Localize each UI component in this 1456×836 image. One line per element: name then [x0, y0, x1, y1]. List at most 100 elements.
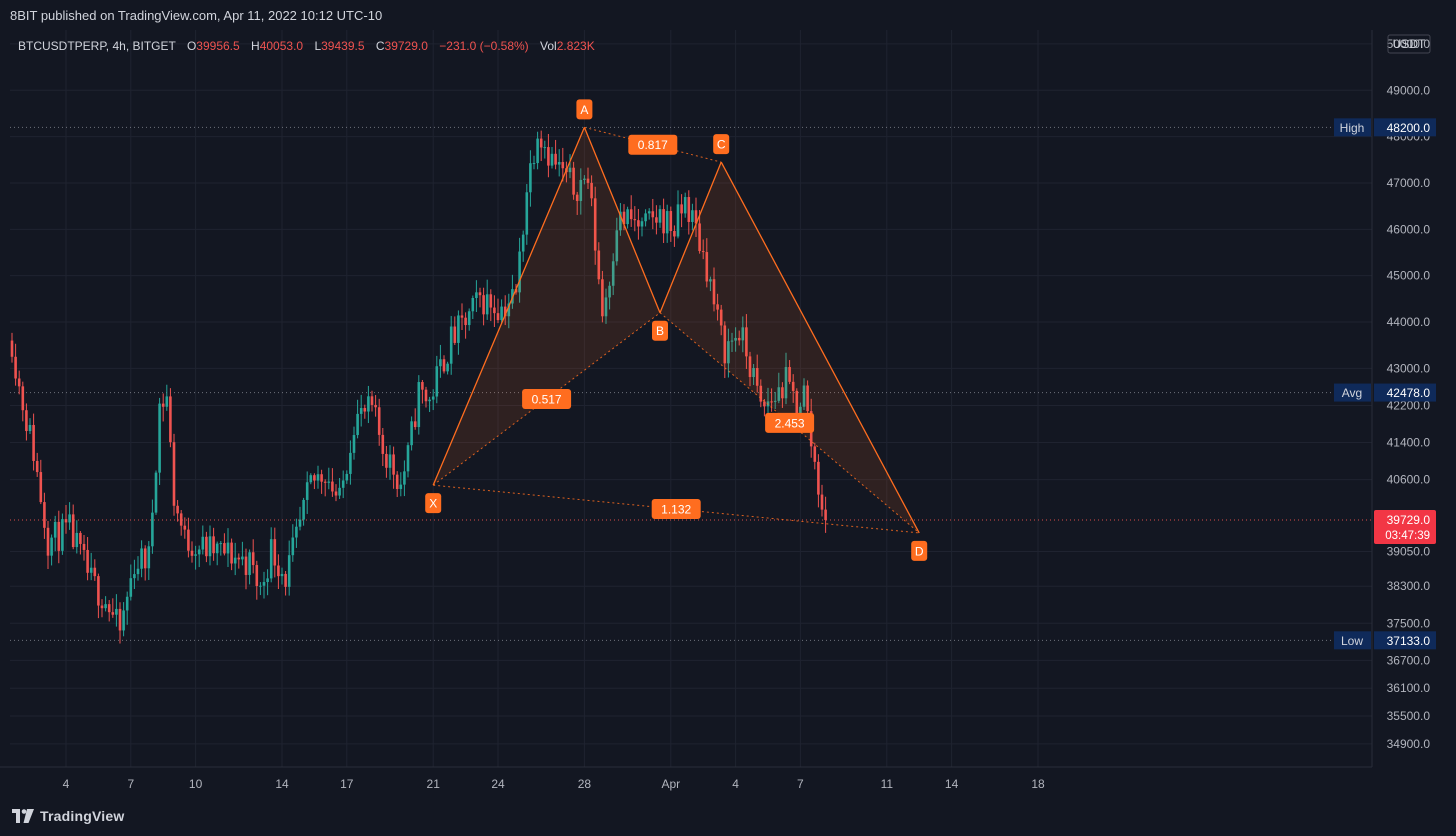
- candle-body: [370, 396, 374, 405]
- candle-body: [619, 211, 622, 231]
- candle-body: [298, 519, 302, 527]
- candle-body: [147, 546, 151, 569]
- candle-body: [683, 197, 687, 214]
- candle-body: [352, 435, 356, 453]
- candle-body: [449, 326, 453, 364]
- price-line-value: 42478.0: [1387, 386, 1431, 400]
- time-tick-label: 10: [189, 777, 203, 791]
- harmonic-pattern[interactable]: 0.517 0.817 2.453 1.132 X A B C D: [425, 99, 928, 561]
- pattern-ratio-line: [433, 484, 920, 534]
- candle-body: [806, 385, 809, 412]
- candle-body: [237, 557, 241, 560]
- candle-body: [25, 410, 28, 432]
- candle-body: [208, 536, 212, 557]
- candle-body: [712, 279, 716, 305]
- price-tick-label: 42200.0: [1387, 398, 1431, 412]
- candle-body: [323, 481, 327, 483]
- candle-body: [705, 252, 709, 282]
- candle-body: [453, 326, 457, 343]
- candle-body: [777, 387, 781, 401]
- price-line-value-tag: [1374, 383, 1436, 402]
- candle-body: [655, 217, 658, 223]
- legend-close-value: 39729.0: [385, 39, 429, 53]
- time-axis-panel: [0, 767, 1456, 800]
- candle-body: [500, 306, 503, 321]
- candle-body: [165, 396, 169, 407]
- candle-body: [647, 211, 651, 214]
- candle-body: [608, 285, 611, 298]
- tradingview-brand: TradingView: [40, 808, 125, 824]
- legend-open-value: 39956.5: [196, 39, 240, 53]
- pattern-leg-bc: [659, 161, 722, 313]
- candle-body: [187, 529, 190, 551]
- candle-body: [399, 484, 403, 489]
- pattern-triangle-xab: [433, 127, 660, 486]
- candle-body: [244, 556, 248, 575]
- candle-body: [741, 327, 745, 341]
- candle-body: [183, 525, 187, 530]
- candle-body: [86, 549, 89, 573]
- candle-body: [737, 337, 741, 341]
- candle-body: [241, 556, 244, 560]
- price-tick-label: 49000.0: [1387, 83, 1431, 97]
- legend-high-label: H: [251, 39, 260, 53]
- axes: 50000.049000.048000.047000.046000.045000…: [0, 30, 1456, 800]
- candle-body: [579, 179, 583, 201]
- time-tick-label: 7: [797, 777, 804, 791]
- price-tick-label: 39050.0: [1387, 544, 1431, 558]
- candle-body: [554, 153, 557, 165]
- candle-body: [561, 162, 565, 169]
- candle-body: [32, 424, 35, 461]
- candle-body: [507, 303, 511, 317]
- candle-body: [79, 532, 82, 544]
- time-tick-label: Apr: [661, 777, 680, 791]
- candle-body: [593, 198, 597, 251]
- last-price-tag: [1374, 509, 1436, 544]
- candle-body: [485, 294, 489, 315]
- candle-body: [143, 548, 147, 569]
- candle-body: [539, 138, 543, 148]
- candle-body: [467, 311, 471, 326]
- candle-body: [287, 555, 291, 587]
- candle-body: [89, 567, 93, 573]
- candle-body: [104, 604, 107, 609]
- candle-body: [496, 313, 500, 321]
- currency-badge: [1387, 34, 1431, 54]
- candle-body: [406, 445, 410, 472]
- candle-body: [392, 454, 395, 475]
- candle-body: [557, 162, 561, 165]
- legend-symbol: BTCUSDTPERP, 4h, BITGET: [18, 39, 176, 53]
- chart-area[interactable]: 0.517 0.817 2.453 1.132 X A B C D 50000.0 49000.0…: [0, 30, 1456, 800]
- candle-body: [277, 565, 280, 577]
- candle-body: [129, 578, 133, 597]
- candle-body: [813, 446, 817, 462]
- pattern-point-badge: [652, 320, 668, 341]
- pattern-point-label: C: [717, 138, 726, 152]
- candle-body: [39, 472, 43, 503]
- candle-body: [251, 552, 255, 566]
- pattern-point-badge: [425, 493, 442, 514]
- ratio-label: 2.453: [775, 416, 805, 430]
- candle-body: [64, 519, 68, 523]
- candle-body: [691, 210, 694, 222]
- candle-body: [50, 537, 53, 556]
- candle-body: [68, 514, 71, 523]
- candle-body: [205, 536, 208, 557]
- price-tick-label: 40600.0: [1387, 473, 1431, 487]
- candle-body: [791, 381, 795, 391]
- price-tick-label: 50000.0: [1387, 37, 1431, 51]
- candle-body: [133, 574, 136, 579]
- candle-body: [61, 519, 64, 551]
- candle-body: [125, 596, 129, 611]
- candle-body: [385, 453, 388, 468]
- last-price-countdown: 03:47:39: [1385, 530, 1430, 542]
- candle-body: [93, 567, 97, 577]
- candle-body: [71, 514, 75, 548]
- candle-body: [478, 292, 482, 296]
- candle-body: [43, 502, 46, 528]
- candle-body: [770, 401, 773, 403]
- tradingview-logo[interactable]: TradingView: [12, 808, 124, 824]
- candle-body: [784, 367, 788, 399]
- candle-body: [334, 491, 338, 496]
